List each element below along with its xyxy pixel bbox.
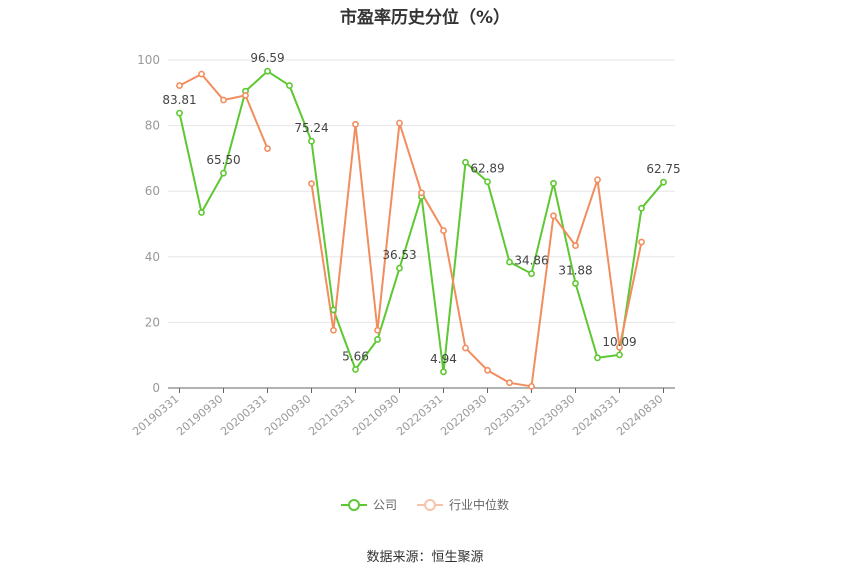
data-point-industry bbox=[374, 326, 381, 334]
data-point-industry bbox=[638, 238, 645, 246]
data-label: 65.50 bbox=[206, 153, 240, 167]
data-point-industry bbox=[440, 227, 447, 234]
series-line-industry bbox=[179, 72, 269, 149]
data-label: 10.09 bbox=[602, 335, 636, 349]
data-point-company bbox=[198, 209, 205, 216]
y-tick-label: 80 bbox=[145, 119, 160, 133]
x-tick-label: 20190930 bbox=[174, 392, 225, 438]
data-label: 34.86 bbox=[514, 254, 548, 268]
x-tick-label: 20200331 bbox=[218, 392, 269, 438]
legend-label-company: 公司 bbox=[372, 498, 397, 512]
data-point-company bbox=[352, 366, 359, 373]
legend-swatch-industry bbox=[417, 498, 443, 511]
legend-item-industry[interactable]: 行业中位数 bbox=[417, 496, 509, 513]
data-point-industry bbox=[550, 212, 557, 220]
data-point-company bbox=[440, 368, 447, 376]
legend-swatch-company bbox=[340, 498, 367, 511]
data-point-company bbox=[528, 270, 535, 278]
data-label: 4.94 bbox=[430, 352, 457, 366]
data-point-industry bbox=[616, 343, 623, 351]
data-point-company bbox=[220, 169, 227, 177]
x-tick-label: 20220331 bbox=[394, 392, 445, 438]
data-point-industry bbox=[352, 120, 359, 128]
x-tick-label: 20230930 bbox=[526, 392, 577, 438]
data-label: 5.66 bbox=[342, 349, 369, 363]
data-point-industry bbox=[418, 189, 425, 197]
legend-label-industry: 行业中位数 bbox=[449, 498, 510, 512]
data-point-company bbox=[506, 258, 513, 266]
data-point-company bbox=[660, 178, 667, 186]
data-point-industry bbox=[396, 119, 403, 127]
data-label: 36.53 bbox=[382, 248, 416, 262]
data-point-industry bbox=[264, 145, 271, 152]
series-line-company bbox=[178, 69, 665, 372]
data-point-company bbox=[374, 336, 381, 343]
data-point-company bbox=[330, 306, 337, 314]
data-point-industry bbox=[572, 242, 579, 250]
data-label: 31.88 bbox=[558, 263, 592, 277]
x-tick-label: 20190331 bbox=[130, 392, 181, 438]
data-label: 96.59 bbox=[250, 51, 284, 65]
data-source: 数据来源：恒生聚源 bbox=[366, 550, 484, 565]
data-point-company bbox=[484, 178, 491, 186]
data-point-company bbox=[638, 204, 645, 212]
data-point-industry bbox=[198, 70, 205, 78]
series-line-industry bbox=[310, 122, 643, 388]
data-label: 62.89 bbox=[470, 162, 504, 176]
x-tick-label: 20200930 bbox=[262, 392, 313, 438]
data-point-company bbox=[462, 158, 469, 166]
data-point-industry bbox=[330, 326, 337, 334]
data-point-company bbox=[176, 109, 183, 117]
legend-item-company[interactable]: 公司 bbox=[340, 496, 397, 513]
data-point-company bbox=[616, 351, 623, 359]
x-tick-label: 20210930 bbox=[350, 392, 401, 438]
data-point-industry bbox=[242, 92, 249, 99]
y-tick-label: 40 bbox=[145, 250, 160, 264]
x-tick-label: 20220930 bbox=[438, 392, 489, 438]
x-tick-label: 20240830 bbox=[614, 392, 665, 438]
data-point-industry bbox=[176, 82, 183, 89]
data-point-industry bbox=[308, 180, 315, 188]
chart-title: 市盈率历史分位（%） bbox=[339, 8, 511, 28]
data-point-company bbox=[594, 354, 601, 362]
y-tick-label: 0 bbox=[152, 381, 160, 395]
data-point-company bbox=[286, 82, 293, 89]
x-tick-label: 20240331 bbox=[570, 392, 621, 438]
data-point-company bbox=[264, 67, 271, 75]
data-point-industry bbox=[462, 344, 469, 352]
data-point-company bbox=[572, 280, 579, 287]
data-label: 75.24 bbox=[294, 121, 328, 135]
y-tick-label: 60 bbox=[145, 184, 160, 198]
data-point-industry bbox=[594, 176, 601, 184]
y-tick-label: 100 bbox=[137, 53, 160, 67]
data-point-industry bbox=[506, 379, 513, 387]
data-point-industry bbox=[528, 382, 535, 390]
data-point-company bbox=[396, 264, 403, 272]
data-point-company bbox=[308, 137, 315, 145]
data-point-company bbox=[550, 179, 557, 187]
y-tick-label: 20 bbox=[145, 315, 160, 329]
x-tick-label: 20230331 bbox=[482, 392, 533, 438]
data-point-industry bbox=[220, 96, 227, 104]
chart-legend: 公司 行业中位数 bbox=[0, 496, 850, 513]
data-label: 83.81 bbox=[162, 93, 196, 107]
x-tick-label: 20210331 bbox=[306, 392, 357, 438]
data-label: 62.75 bbox=[646, 162, 680, 176]
data-point-industry bbox=[484, 366, 491, 374]
